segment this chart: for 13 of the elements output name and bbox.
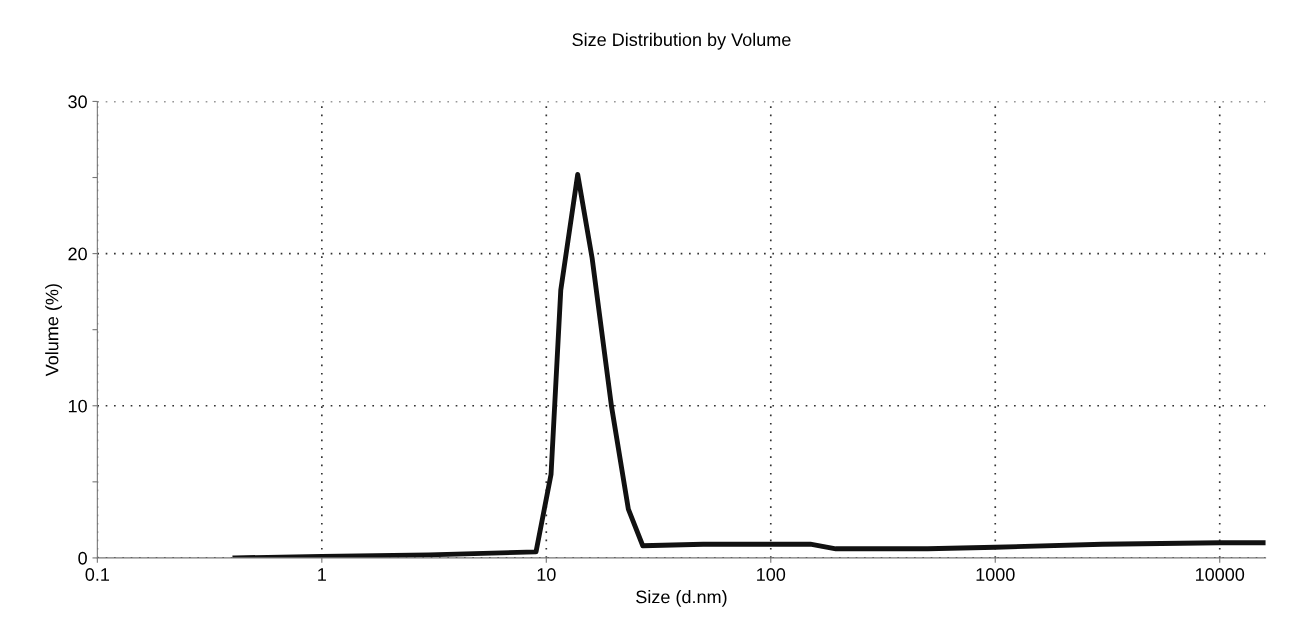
x-tick-label: 10000 xyxy=(1196,568,1245,581)
x-tick-label: 1 xyxy=(318,568,326,581)
x-tick-label: 0.1 xyxy=(85,568,110,581)
y-tick-label: 30 xyxy=(68,95,87,109)
x-axis-title: Size (d.nm) xyxy=(636,590,727,607)
y-tick-label: 10 xyxy=(68,399,87,413)
chart-title: Size Distribution by Volume xyxy=(572,32,791,50)
y-tick-label: 20 xyxy=(68,247,87,261)
x-tick-label: 1000 xyxy=(976,568,1015,581)
x-tick-label: 10 xyxy=(537,568,556,581)
y-axis-title: Volume (%) xyxy=(45,284,62,377)
x-tick-label: 100 xyxy=(757,568,786,581)
y-tick-label: 0 xyxy=(78,551,87,565)
